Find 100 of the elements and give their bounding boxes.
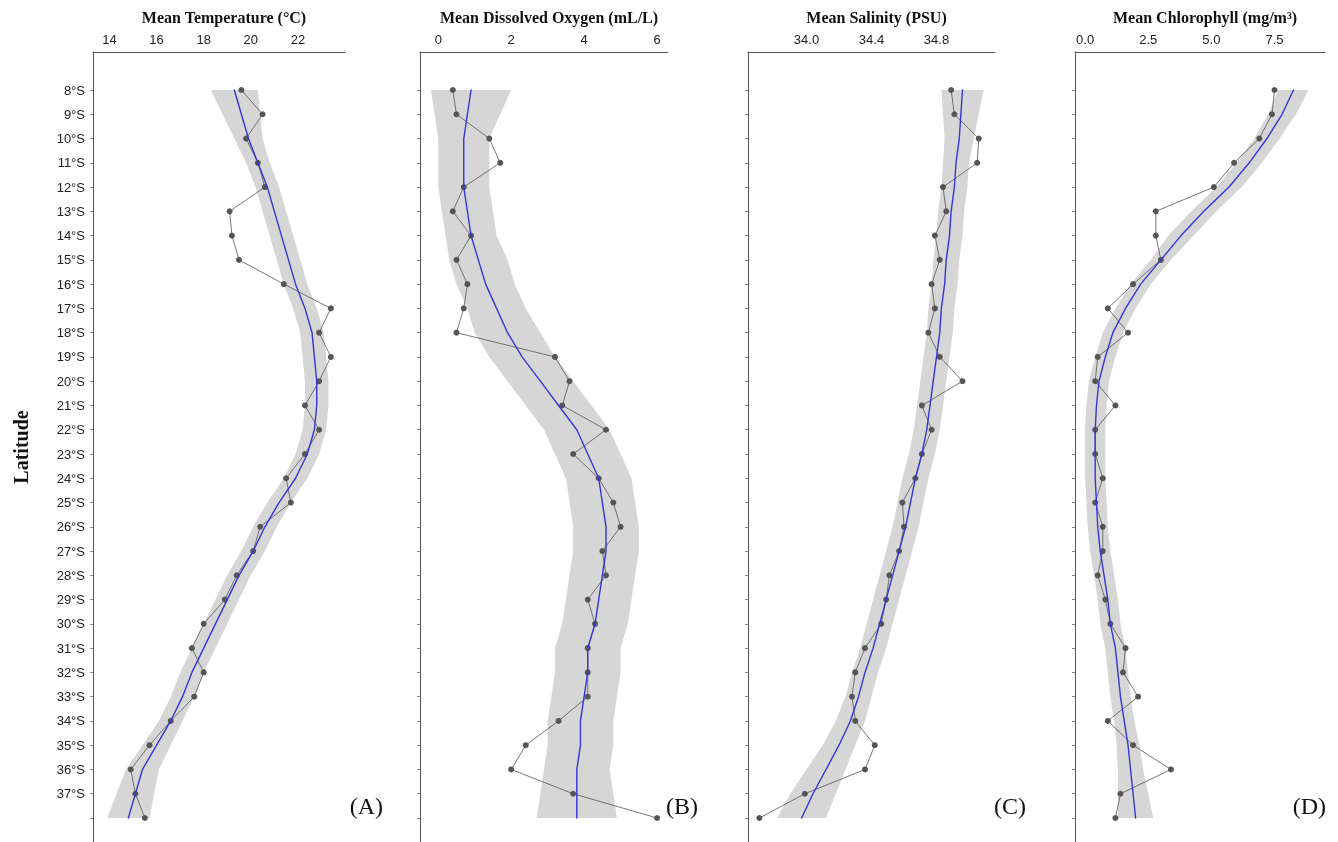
annotation: (B) [666,793,699,819]
point [1104,717,1111,724]
point [936,256,943,263]
point [959,378,966,385]
chart-title: Mean Temperature (°C) [141,8,307,27]
point [566,378,573,385]
x-tick-label: 14 [102,32,117,47]
point [453,256,460,263]
point [464,281,471,288]
point [849,693,855,700]
x-tick-label: 0.0 [1076,32,1095,47]
y-tick-label: 21°S [56,397,86,413]
point [257,523,264,530]
point [570,790,577,797]
point [603,572,609,579]
x-tick-label: 22 [290,32,306,47]
point [948,87,955,93]
point [1152,232,1159,239]
x-tick-label: 2 [507,32,515,47]
y-tick-label: 17°S [56,300,86,316]
y-tick-label: 37°S [56,786,86,802]
chart-title: Mean Salinity (PSU) [806,8,947,27]
point [886,572,893,579]
point [1099,523,1106,530]
y-tick-label: 33°S [56,689,86,705]
y-tick-label: 26°S [56,519,86,535]
point [283,475,290,482]
y-tick-label: 25°S [56,495,86,511]
point [925,329,932,336]
point [1125,329,1132,336]
point [146,742,153,749]
point [188,645,195,652]
point [974,159,981,166]
point [1092,378,1099,385]
point [1268,111,1275,118]
point [1112,402,1119,409]
point [551,353,558,360]
text: (A) [349,793,384,819]
point [936,353,943,360]
point [801,790,808,797]
y-tick-label: 28°S [56,567,86,583]
point [584,693,591,700]
point [918,402,925,409]
point [1167,766,1174,773]
y-tick-label: 31°S [56,640,86,656]
point [1130,281,1137,288]
annotation: (C) [994,793,1027,819]
y-tick-label: 34°S [56,713,86,729]
point [301,402,308,409]
point [852,669,859,676]
y-tick-label: 16°S [56,276,86,292]
point [316,378,323,385]
x-tick-label: 20 [243,32,259,47]
point [453,111,460,118]
point [200,620,207,627]
annotation: (D) [1292,793,1327,819]
point [460,305,467,312]
point [617,523,624,530]
point [654,815,661,821]
point [862,766,868,773]
y-tick-label: 20°S [56,373,86,389]
y-tick-label: 24°S [56,470,86,486]
y-tick-label: 12°S [56,179,86,195]
x-tick-label: 0 [434,32,442,47]
point [508,766,515,773]
x-tick-label: 5.0 [1202,32,1221,47]
y-tick-label: 18°S [56,325,86,341]
chart-title: Mean Dissolved Oxygen (mL/L) [439,8,659,27]
point [1130,742,1137,749]
point [862,645,868,652]
point [236,256,243,263]
point [928,426,935,433]
y-tick-label: 22°S [56,422,86,438]
point [1094,353,1101,360]
point [327,305,334,312]
point [497,159,504,166]
point [1152,208,1159,215]
point [584,596,591,603]
x-tick-label: 34.4 [858,32,885,47]
y-tick-label: 32°S [56,664,86,680]
point [603,426,609,433]
point [555,717,562,724]
point [449,87,456,93]
point [940,184,946,191]
point [943,208,950,215]
point [1135,693,1142,700]
point [191,693,198,700]
point [931,305,938,312]
y-tick-label: 36°S [56,761,86,777]
point [226,208,233,215]
point [522,742,529,749]
point [316,426,323,433]
point [1231,159,1238,166]
point [1104,305,1111,312]
y-tick-label: 35°S [56,737,86,753]
point [238,87,245,93]
y-axis-title: Latitude [10,410,32,484]
x-tick-label: 2.5 [1139,32,1158,47]
point [1119,669,1126,676]
y-tick-label: 10°S [56,131,86,147]
